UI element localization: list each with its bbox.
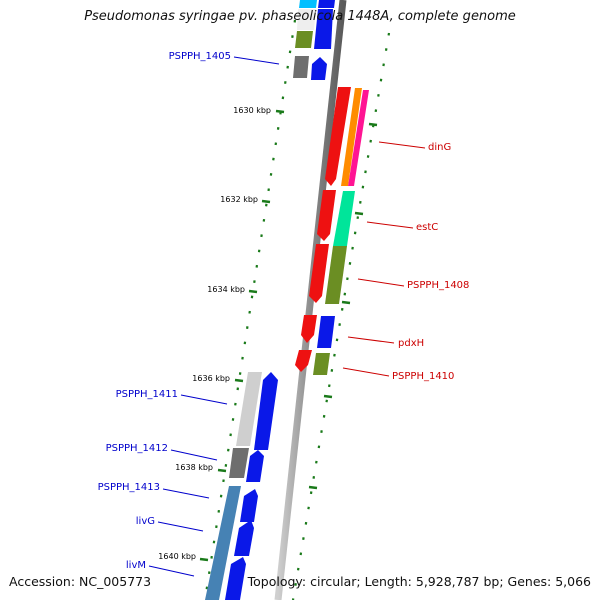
gene-label-reverse[interactable]: dinG — [428, 142, 451, 153]
feature-olive-top — [295, 31, 313, 48]
feature-olive-1408 — [325, 246, 347, 304]
feature-orange-dinG — [341, 88, 362, 186]
feature-cyan-top — [299, 0, 317, 8]
feature-magenta-dinG — [348, 90, 369, 186]
gene-label-forward[interactable]: PSPPH_1405 — [169, 51, 231, 62]
gene-label-reverse[interactable]: PSPPH_1410 — [392, 371, 454, 382]
feature-aqua-estC — [333, 191, 355, 246]
feature-red-pdxH — [301, 315, 317, 343]
kbp-label: 1632 kbp — [220, 195, 258, 204]
feature-red-dinG — [325, 87, 351, 186]
gene-label-reverse[interactable]: estC — [416, 222, 438, 233]
genome-info-label: Topology: circular; Length: 5,928,787 bp… — [247, 574, 591, 589]
reverse-gene-labels: dinG estC PSPPH_1408 pdxH PSPPH_1410 — [342, 141, 469, 382]
feature-blue-pdxH — [317, 316, 335, 348]
feature-blue-livM — [225, 557, 246, 600]
genome-backbone — [274, 0, 347, 600]
kbp-labels: 1630 kbp 1632 kbp 1634 kbp 1636 kbp 1638… — [158, 106, 271, 561]
feature-blue-1412 — [246, 450, 264, 482]
gene-label-forward[interactable]: PSPPH_1411 — [116, 389, 178, 400]
kbp-ticks — [199, 109, 378, 562]
forward-gene-labels: PSPPH_1405 PSPPH_1411 PSPPH_1412 PSPPH_1… — [98, 51, 280, 577]
kbp-label: 1630 kbp — [233, 106, 271, 115]
feature-red-estC — [317, 190, 336, 241]
feature-lightgray-1411 — [236, 372, 262, 446]
feature-steel-long — [205, 486, 241, 600]
gene-label-reverse[interactable]: PSPPH_1408 — [407, 280, 469, 291]
feature-blue-livG — [234, 520, 254, 556]
kbp-label: 1638 kbp — [175, 463, 213, 472]
reverse-features — [295, 87, 369, 375]
kbp-label: 1636 kbp — [192, 374, 230, 383]
gene-label-reverse[interactable]: pdxH — [398, 338, 424, 349]
feature-blue-top-b — [314, 9, 333, 49]
forward-features — [205, 0, 335, 600]
feature-blue-1405 — [311, 57, 327, 80]
feature-red-1408 — [309, 244, 329, 303]
feature-blue-top-a — [318, 0, 335, 8]
feature-red-1410 — [295, 350, 312, 372]
feature-olive-1410 — [313, 353, 330, 375]
feature-gray-1405 — [293, 56, 309, 78]
gene-label-forward[interactable]: livM — [126, 560, 146, 571]
gene-label-forward[interactable]: PSPPH_1412 — [106, 443, 168, 454]
kbp-label: 1634 kbp — [207, 285, 245, 294]
gene-label-forward[interactable]: PSPPH_1413 — [98, 482, 160, 493]
feature-white-top — [297, 9, 316, 30]
accession-label: Accession: NC_005773 — [9, 574, 152, 589]
kbp-label: 1640 kbp — [158, 552, 196, 561]
feature-gray-1412 — [229, 448, 249, 478]
map-title: Pseudomonas syringae pv. phaseolicola 14… — [84, 9, 516, 24]
gene-label-forward[interactable]: livG — [136, 516, 155, 527]
feature-blue-1411 — [254, 372, 278, 450]
feature-blue-1413 — [240, 489, 258, 522]
